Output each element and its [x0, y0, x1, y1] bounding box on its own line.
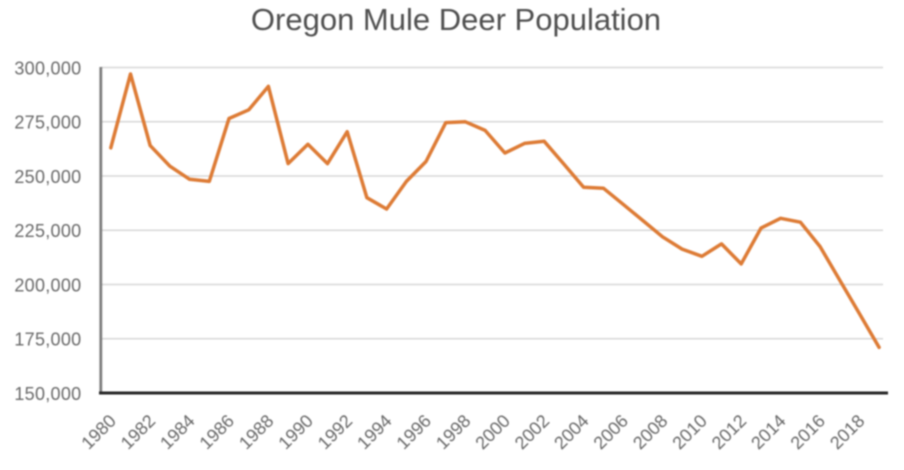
svg-text:1998: 1998: [432, 411, 474, 453]
svg-text:1994: 1994: [353, 411, 395, 453]
svg-text:2006: 2006: [590, 411, 632, 453]
svg-text:2002: 2002: [511, 411, 553, 453]
svg-text:2018: 2018: [826, 411, 868, 453]
svg-text:225,000: 225,000: [14, 221, 81, 241]
svg-text:250,000: 250,000: [14, 167, 81, 187]
svg-text:1986: 1986: [196, 411, 238, 453]
svg-text:275,000: 275,000: [14, 113, 81, 133]
svg-text:1984: 1984: [156, 411, 198, 453]
svg-text:1996: 1996: [393, 411, 435, 453]
svg-text:2016: 2016: [787, 411, 829, 453]
svg-text:200,000: 200,000: [14, 275, 81, 295]
svg-text:1988: 1988: [235, 411, 277, 453]
svg-text:175,000: 175,000: [14, 330, 81, 350]
svg-text:1982: 1982: [117, 411, 159, 453]
svg-text:Oregon Mule Deer Population: Oregon Mule Deer Population: [251, 2, 661, 37]
svg-text:150,000: 150,000: [14, 384, 81, 404]
svg-text:2010: 2010: [668, 411, 710, 453]
svg-text:2012: 2012: [708, 411, 750, 453]
svg-text:2000: 2000: [471, 411, 513, 453]
svg-text:2004: 2004: [550, 411, 592, 453]
svg-text:1980: 1980: [77, 411, 119, 453]
svg-text:2008: 2008: [629, 411, 671, 453]
svg-text:1990: 1990: [274, 411, 316, 453]
svg-text:300,000: 300,000: [14, 58, 81, 78]
svg-text:1992: 1992: [314, 411, 356, 453]
svg-text:2014: 2014: [747, 411, 789, 453]
